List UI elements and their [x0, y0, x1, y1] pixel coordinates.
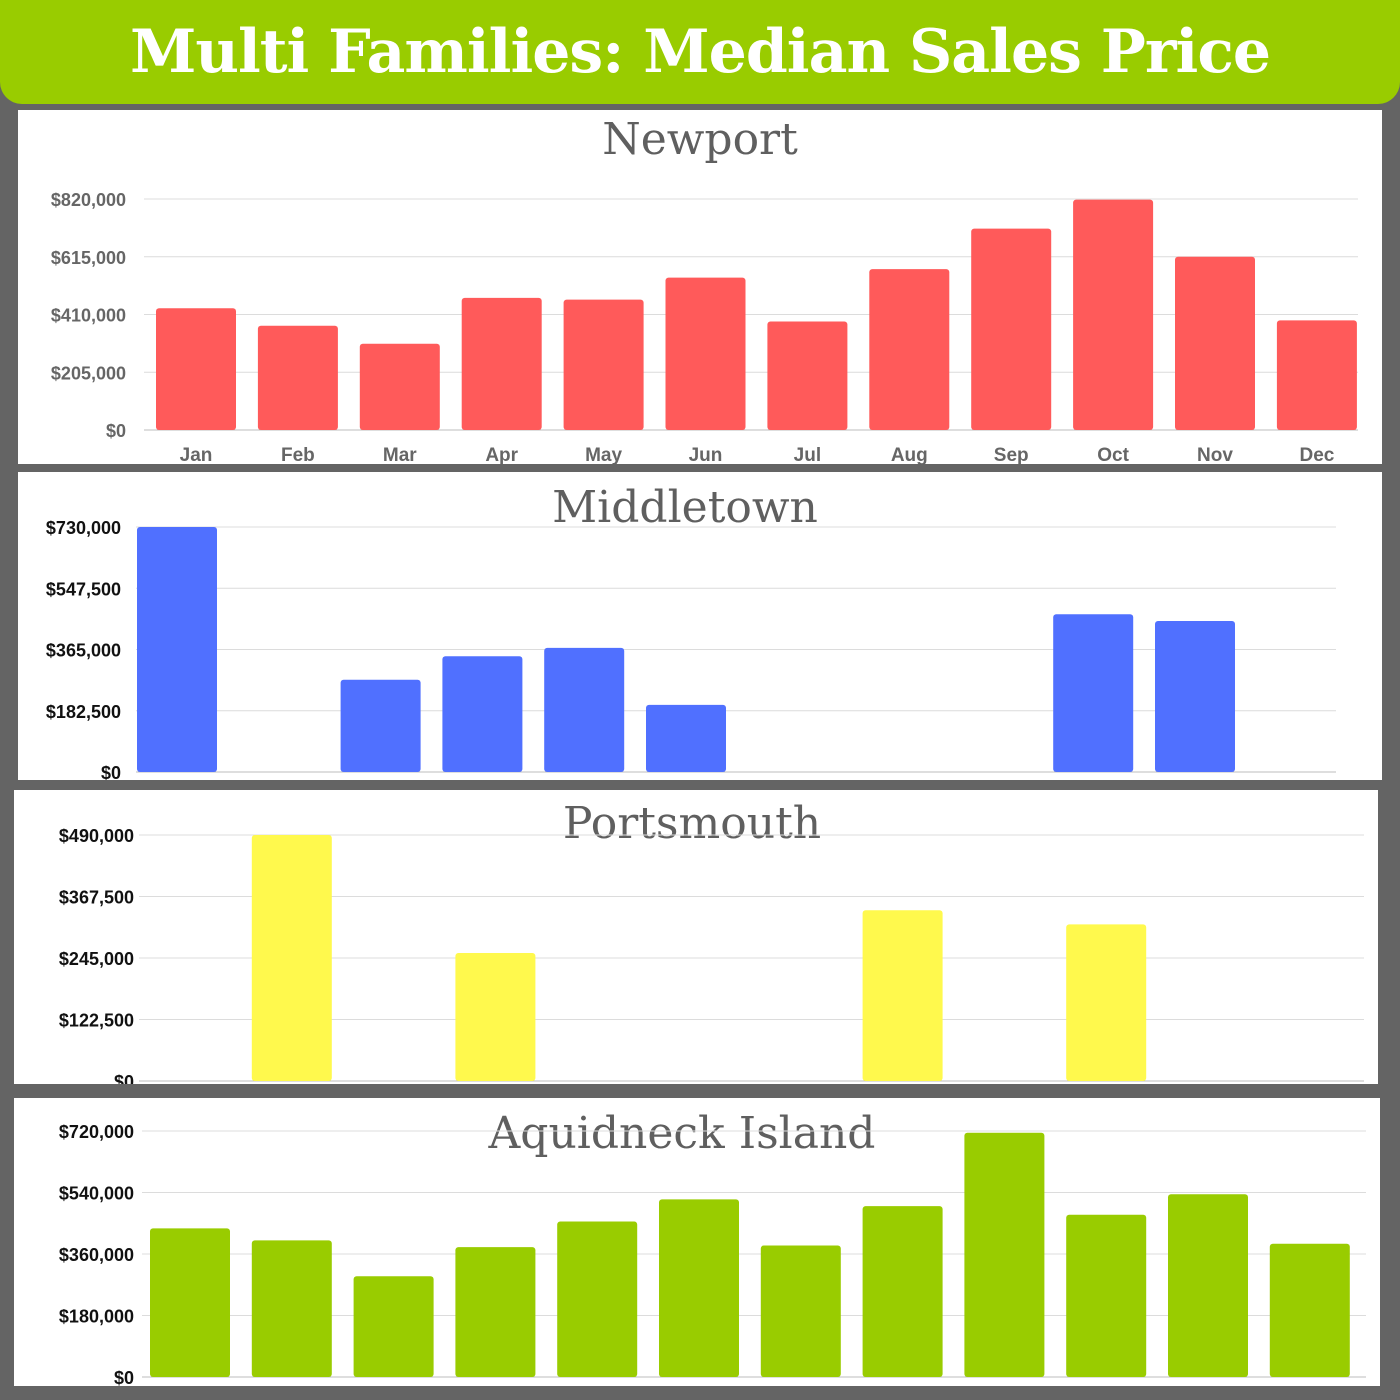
aquidneck-y-tick-label: $720,000	[59, 1122, 134, 1142]
middletown-y-tick-label: $182,500	[46, 702, 121, 722]
aquidneck-bar-oct	[1066, 1214, 1147, 1377]
aquidneck-bar-nov	[1168, 1194, 1248, 1377]
aquidneck-bar-sep	[964, 1132, 1045, 1377]
newport-bar-oct	[1073, 199, 1154, 430]
middletown-bar-nov	[1155, 620, 1235, 772]
newport-x-tick-label: May	[585, 445, 622, 464]
middletown-bar-apr	[442, 656, 523, 772]
middletown-chart-title: Middletown	[552, 482, 818, 533]
newport-bar-jul	[767, 321, 848, 430]
newport-bar-feb	[257, 325, 338, 430]
newport-y-tick-label: $820,000	[51, 190, 126, 210]
portsmouth-y-tick-label: $245,000	[59, 949, 134, 969]
header-banner: Multi Families: Median Sales Price	[0, 0, 1400, 104]
aquidneck-y-tick-label: $0	[114, 1368, 134, 1386]
middletown-y-tick-label: $365,000	[46, 641, 121, 661]
aquidneck-bar-may	[557, 1221, 638, 1377]
portsmouth-chart: $490,000 $367,500 $245,000 $122,500 $0	[59, 826, 1364, 1084]
portsmouth-bar-feb	[251, 835, 332, 1081]
newport-bar-mar	[359, 343, 440, 430]
portsmouth-y-tick-label: $367,500	[59, 888, 134, 908]
portsmouth-y-tick-label: $122,500	[59, 1011, 134, 1031]
aquidneck-chart-panel: Aquidneck Island $720,000 $540,000 $360,00…	[14, 1098, 1380, 1386]
middletown-bar-oct	[1053, 614, 1134, 772]
portsmouth-chart-title: Portsmouth	[562, 798, 822, 849]
newport-y-tick-label: $410,000	[51, 306, 126, 326]
portsmouth-bar-apr	[455, 952, 536, 1081]
newport-x-tick-label: Nov	[1197, 445, 1233, 464]
page-title: Multi Families: Median Sales Price	[129, 17, 1271, 87]
newport-y-tick-label: $615,000	[51, 248, 126, 268]
newport-y-tick-label: $0	[106, 421, 126, 441]
newport-x-tick-label: Jun	[689, 445, 723, 464]
aquidneck-chart: $720,000 $540,000 $360,000 $180,000 $0	[59, 1122, 1366, 1386]
newport-bar-nov	[1175, 256, 1255, 430]
newport-x-tick-label: Feb	[281, 445, 315, 464]
newport-bar-sep	[971, 228, 1052, 430]
newport-chart-title: Newport	[602, 114, 798, 165]
newport-chart-panel: Newport $820,000 $615,000 $410,000 $205,000…	[18, 110, 1382, 464]
middletown-bar-jun	[646, 704, 726, 772]
aquidneck-bar-mar	[353, 1276, 434, 1377]
aquidneck-chart-title: Aquidneck Island	[488, 1108, 876, 1159]
aquidneck-bar-feb	[251, 1240, 332, 1377]
portsmouth-bar-oct	[1066, 924, 1147, 1081]
middletown-y-tick-label: $0	[101, 763, 121, 780]
middletown-bar-mar	[340, 679, 421, 772]
aquidneck-y-tick-label: $180,000	[59, 1307, 134, 1327]
newport-bar-may	[563, 299, 644, 430]
aquidneck-bar-jan	[150, 1228, 230, 1377]
middletown-y-tick-label: $730,000	[46, 518, 121, 538]
newport-chart: $820,000 $615,000 $410,000 $205,000 $0 Jan Feb…	[51, 190, 1358, 464]
middletown-bar-may	[544, 647, 625, 772]
middletown-bar-jan	[137, 527, 217, 772]
aquidneck-y-tick-label: $360,000	[59, 1245, 134, 1265]
portsmouth-bar-aug	[862, 910, 943, 1081]
middletown-chart-panel: Middletown $730,000 $547,500 $365,000 $182,…	[18, 472, 1382, 780]
newport-bar-apr	[461, 297, 542, 430]
aquidneck-bar-jul	[760, 1245, 841, 1377]
portsmouth-chart-panel: Portsmouth $490,000 $367,500 $245,000 $122,…	[14, 790, 1378, 1084]
newport-x-tick-label: Sep	[994, 445, 1029, 464]
newport-x-tick-label: Dec	[1299, 445, 1334, 464]
middletown-chart: $730,000 $547,500 $365,000 $182,500 $0	[46, 518, 1336, 780]
portsmouth-y-tick-label: $0	[114, 1072, 134, 1084]
newport-x-tick-label: Jul	[794, 445, 821, 464]
aquidneck-y-tick-label: $540,000	[59, 1184, 134, 1204]
newport-x-tick-label: Mar	[383, 445, 417, 464]
newport-y-tick-label: $205,000	[51, 363, 126, 383]
aquidneck-bar-aug	[862, 1206, 943, 1377]
portsmouth-y-tick-label: $490,000	[59, 826, 134, 846]
middletown-y-tick-label: $547,500	[46, 579, 121, 599]
aquidneck-bar-apr	[455, 1247, 536, 1377]
newport-bar-jan	[156, 308, 236, 430]
newport-bar-dec	[1276, 320, 1357, 430]
newport-x-tick-label: Jan	[180, 445, 213, 464]
newport-bar-aug	[869, 269, 950, 430]
newport-bar-jun	[665, 277, 746, 430]
newport-x-tick-label: Oct	[1097, 445, 1129, 464]
newport-x-tick-label: Aug	[891, 445, 928, 464]
newport-x-tick-label: Apr	[485, 445, 518, 464]
aquidneck-bar-dec	[1269, 1243, 1350, 1377]
aquidneck-bar-jun	[659, 1199, 739, 1377]
